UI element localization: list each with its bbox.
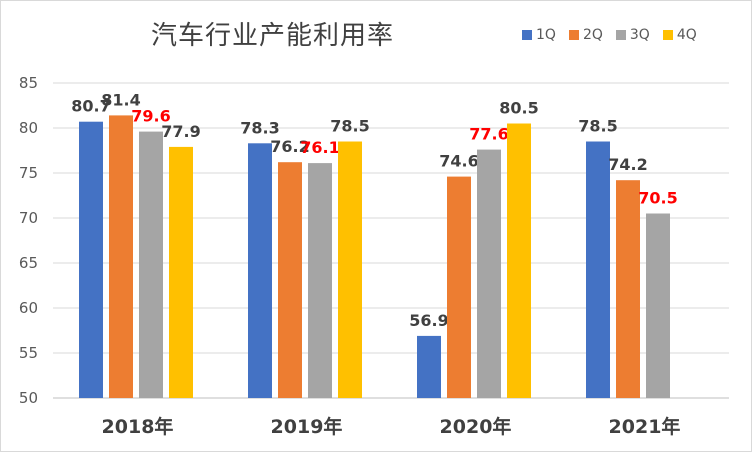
bar-4q-2 (507, 123, 531, 398)
bar-3q-0 (139, 131, 163, 398)
data-label-3q-0: 79.6 (131, 107, 170, 126)
y-tick-label-75: 75 (19, 164, 38, 182)
legend-item-3q: 3Q (615, 27, 650, 43)
bar-4q-0 (169, 146, 193, 398)
data-label-4q-0: 77.9 (161, 122, 200, 141)
bar-3q-2 (477, 149, 501, 398)
bar-3q-1 (308, 163, 332, 398)
bar-2q-1 (278, 162, 302, 398)
y-tick-label-55: 55 (19, 344, 38, 362)
x-tick-label-2: 2020年 (440, 415, 512, 438)
chart-title: 汽车行业产能利用率 (151, 21, 395, 51)
legend-item-4q: 4Q (662, 27, 697, 43)
y-tick-label-70: 70 (19, 209, 38, 227)
y-tick-label-50: 50 (19, 389, 38, 407)
data-label-3q-2: 77.6 (469, 125, 508, 144)
y-tick-label-60: 60 (19, 299, 38, 317)
data-label-1q-0: 80.7 (71, 97, 110, 116)
legend-label-3q: 3Q (629, 27, 650, 43)
x-tick-label-3: 2021年 (609, 415, 681, 438)
data-label-1q-2: 56.9 (409, 311, 448, 330)
bar-2q-3 (616, 180, 640, 398)
data-label-3q-3: 70.5 (638, 189, 677, 208)
bar-4q-1 (338, 141, 362, 398)
y-tick-label-85: 85 (19, 74, 38, 92)
data-label-2q-2: 74.6 (439, 152, 478, 171)
data-label-2q-3: 74.2 (608, 155, 647, 174)
bar-3q-3 (646, 213, 670, 398)
data-label-1q-3: 78.5 (578, 117, 617, 136)
legend: 1Q 2Q 3Q 4Q (522, 27, 697, 43)
bar-1q-2 (417, 335, 441, 398)
data-label-4q-1: 78.5 (330, 117, 369, 136)
legend-swatch-3q (615, 30, 626, 40)
legend-label-4q: 4Q (676, 27, 697, 43)
bar-2q-2 (447, 176, 471, 398)
data-label-4q-2: 80.5 (499, 99, 538, 118)
bar-1q-3 (586, 141, 610, 398)
data-label-1q-1: 78.3 (240, 118, 279, 137)
y-tick-label-65: 65 (19, 254, 38, 272)
data-label-3q-1: 76.1 (300, 138, 339, 157)
data-label-2q-1: 76.2 (270, 137, 309, 156)
bar-1q-1 (248, 143, 272, 398)
legend-label-1q: 1Q (536, 27, 556, 43)
legend-item-1q: 1Q (522, 27, 556, 43)
y-tick-label-80: 80 (19, 119, 38, 137)
legend-label-2q: 2Q (582, 27, 603, 43)
legend-swatch-1q (522, 30, 532, 40)
legend-swatch-2q (568, 30, 579, 40)
data-label-2q-0: 81.4 (101, 90, 140, 109)
bar-2q-0 (109, 115, 133, 399)
legend-swatch-4q (662, 30, 673, 40)
x-tick-label-1: 2019年 (271, 415, 343, 438)
legend-item-2q: 2Q (568, 27, 603, 43)
x-tick-label-0: 2018年 (102, 415, 174, 438)
bar-1q-0 (79, 121, 103, 398)
